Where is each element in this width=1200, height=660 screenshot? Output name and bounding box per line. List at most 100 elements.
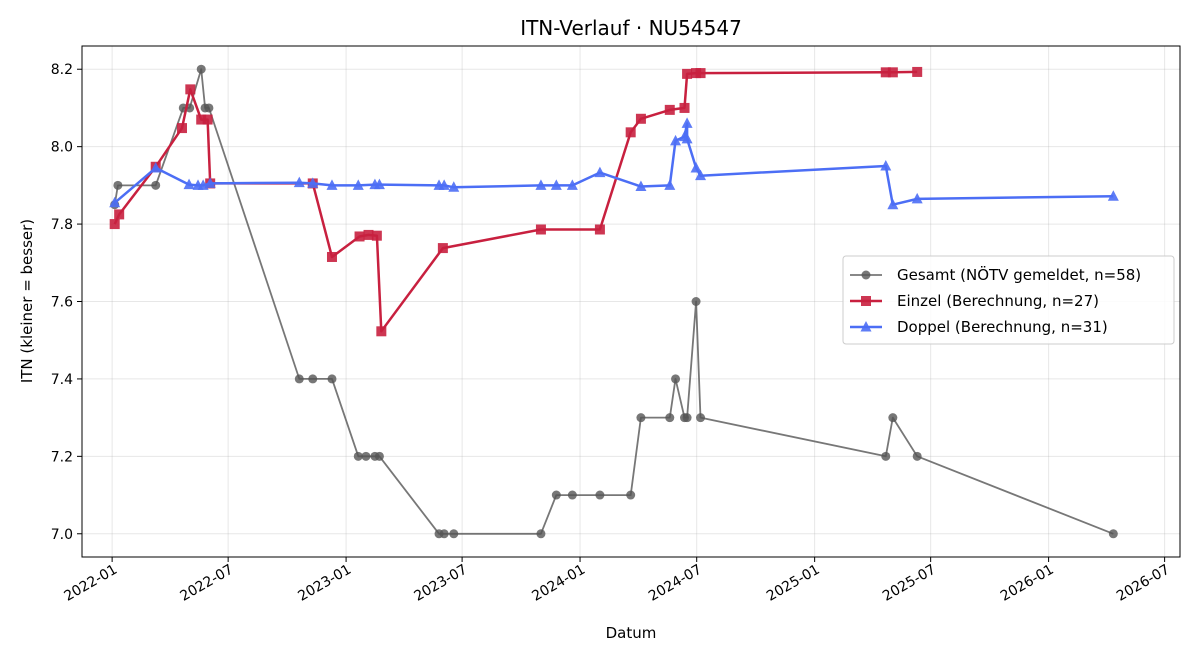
data-point-einzel <box>114 209 125 220</box>
data-point-doppel <box>535 179 547 190</box>
data-point-gesamt <box>536 529 546 539</box>
data-point-gesamt <box>881 451 891 461</box>
legend-marker-doppel <box>860 321 872 332</box>
legend-box <box>842 255 1175 345</box>
data-point-einzel <box>196 114 207 125</box>
data-point-doppel <box>695 169 707 181</box>
data-point-gesamt <box>113 180 123 190</box>
data-point-gesamt <box>204 103 214 113</box>
data-point-doppel <box>550 179 562 190</box>
legend-label-gesamt: Gesamt (NÖTV gemeldet, n=58) <box>897 265 1141 284</box>
data-point-doppel <box>204 177 216 188</box>
data-point-einzel <box>679 102 690 113</box>
data-point-einzel <box>880 67 891 78</box>
y-tick-label: 7.6 <box>51 295 73 311</box>
series-line-gesamt <box>113 68 1114 535</box>
y-tick-label: 7.2 <box>51 449 73 465</box>
data-point-doppel <box>887 198 899 210</box>
data-point-einzel <box>912 66 923 77</box>
data-point-doppel <box>448 181 460 192</box>
data-point-gesamt <box>682 413 692 423</box>
data-point-gesamt <box>439 529 449 539</box>
data-point-einzel <box>594 224 605 235</box>
legend-marker-einzel <box>861 296 871 306</box>
data-point-gesamt <box>308 374 318 384</box>
data-point-doppel <box>438 179 450 190</box>
y-tick-label: 7.8 <box>51 217 73 233</box>
data-point-einzel <box>176 123 187 134</box>
data-point-doppel <box>880 160 892 171</box>
data-point-gesamt <box>912 451 922 461</box>
data-point-gesamt <box>696 413 706 423</box>
data-point-gesamt <box>595 490 605 500</box>
data-point-einzel <box>664 104 675 115</box>
data-point-doppel <box>352 179 364 190</box>
data-point-einzel <box>625 127 636 138</box>
data-point-doppel <box>109 196 121 208</box>
data-point-einzel <box>363 229 374 240</box>
data-point-doppel <box>635 180 647 192</box>
data-point-doppel <box>664 179 676 190</box>
data-point-einzel <box>109 219 120 230</box>
data-point-doppel <box>326 179 338 190</box>
data-point-gesamt <box>691 297 701 306</box>
data-point-gesamt <box>374 451 384 461</box>
data-point-doppel <box>183 178 195 190</box>
legend-label-einzel: Einzel (Berechnung, n=27) <box>897 292 1099 310</box>
data-point-gesamt <box>1108 529 1118 539</box>
data-point-gesamt <box>888 413 898 423</box>
data-point-gesamt <box>327 374 337 384</box>
data-point-gesamt <box>636 413 646 423</box>
series-doppel <box>109 117 1119 210</box>
data-point-einzel <box>376 326 387 337</box>
chart-title: ITN-Verlauf · NU54547 <box>520 16 742 40</box>
data-point-einzel <box>437 243 448 254</box>
data-point-einzel <box>202 114 213 125</box>
data-point-gesamt <box>294 374 304 384</box>
data-point-einzel <box>887 67 898 78</box>
y-tick-label: 7.4 <box>51 372 73 388</box>
data-point-doppel <box>690 161 702 173</box>
legend-marker-gesamt <box>861 270 871 280</box>
y-tick-label: 7.0 <box>51 527 73 543</box>
data-point-doppel <box>293 176 305 188</box>
data-point-doppel <box>307 177 319 188</box>
data-point-doppel <box>670 134 682 146</box>
data-point-gesamt <box>626 490 636 500</box>
x-axis-label: Datum <box>606 624 657 642</box>
legend: Gesamt (NÖTV gemeldet, n=58) Einzel (Bere… <box>842 255 1175 345</box>
data-point-gesamt <box>151 180 161 190</box>
y-tick-label: 8.0 <box>51 140 73 156</box>
data-point-einzel <box>185 84 196 95</box>
data-point-doppel <box>373 178 385 190</box>
series-layer <box>109 64 1119 539</box>
data-point-gesamt <box>665 413 675 423</box>
series-einzel <box>109 66 923 337</box>
data-point-doppel <box>1107 190 1119 201</box>
data-point-doppel <box>681 117 693 128</box>
data-point-gesamt <box>449 529 459 539</box>
data-point-gesamt <box>567 490 577 500</box>
data-point-gesamt <box>361 451 371 461</box>
data-point-gesamt <box>196 64 206 74</box>
data-point-gesamt <box>353 451 363 461</box>
y-tick-label: 8.2 <box>51 62 73 78</box>
data-point-einzel <box>535 224 546 235</box>
data-point-einzel <box>371 230 382 241</box>
data-point-doppel <box>911 192 923 204</box>
data-point-einzel <box>326 251 337 262</box>
data-point-doppel <box>594 166 606 178</box>
data-point-doppel <box>566 179 578 190</box>
data-point-einzel <box>354 231 365 242</box>
data-point-einzel <box>695 68 706 79</box>
y-axis-label: ITN (kleiner = besser) <box>18 219 36 383</box>
data-point-doppel <box>150 161 162 173</box>
legend-label-doppel: Doppel (Berechnung, n=31) <box>897 318 1108 336</box>
data-point-gesamt <box>671 374 681 384</box>
series-gesamt <box>110 64 1118 539</box>
data-point-doppel <box>681 132 693 144</box>
data-point-einzel <box>635 113 646 124</box>
data-point-einzel <box>682 68 693 79</box>
data-point-gesamt <box>551 490 561 500</box>
